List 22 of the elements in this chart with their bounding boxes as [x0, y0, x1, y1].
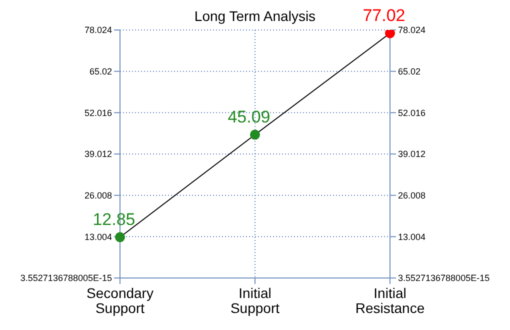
y2-tick-label: 3.5527136788005E-15 [398, 273, 490, 284]
y-tick-label: 78.024 [84, 25, 112, 36]
y-tick-label: 3.5527136788005E-15 [20, 273, 112, 284]
point [250, 130, 260, 140]
y2-tick-label: 78.024 [398, 25, 426, 36]
data-label: 77.02 [362, 6, 406, 26]
data-label: 45.09 [228, 108, 270, 127]
y-tick-label: 65.02 [89, 66, 112, 77]
y2-tick-label: 39.012 [398, 149, 426, 160]
y-tick-label: 26.008 [84, 190, 112, 201]
point [115, 232, 125, 242]
x-tick-label: Initial Resistance [355, 285, 425, 316]
y-tick-label: 13.004 [84, 232, 112, 242]
chart-title: Long Term Analysis [194, 8, 316, 24]
x-tick-label: Secondary Support [86, 285, 154, 316]
y2-tick-label: 52.016 [398, 108, 426, 118]
x-tick-label: Initial Support [230, 285, 280, 316]
y2-tick-label: 13.004 [398, 232, 426, 242]
y2-tick-label: 26.008 [398, 190, 426, 201]
y-tick-label: 52.016 [84, 108, 112, 118]
y2-tick-label: 65.02 [398, 66, 421, 77]
y-tick-label: 39.012 [84, 149, 112, 160]
